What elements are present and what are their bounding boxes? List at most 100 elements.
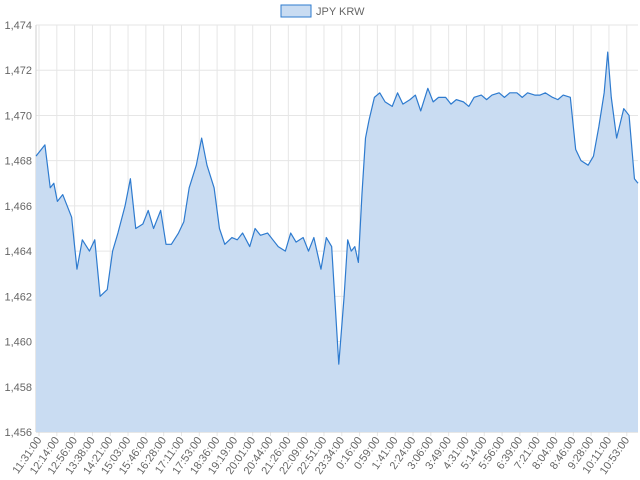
data-point — [534, 94, 536, 96]
data-point — [397, 92, 399, 94]
data-point — [206, 164, 208, 166]
data-point — [603, 92, 605, 94]
data-point — [272, 239, 274, 241]
data-point — [313, 237, 315, 239]
data-point — [503, 96, 505, 98]
data-point — [338, 363, 340, 365]
data-point — [254, 228, 256, 230]
y-tick-label: 1,458 — [4, 382, 32, 394]
data-point — [308, 250, 310, 252]
data-point — [242, 232, 244, 234]
data-point — [354, 246, 356, 248]
data-point — [249, 246, 251, 248]
data-point — [521, 96, 523, 98]
data-point — [414, 94, 416, 96]
data-point — [592, 155, 594, 157]
data-point — [347, 239, 349, 241]
data-point — [350, 250, 352, 252]
data-point — [183, 221, 185, 223]
data-point — [623, 108, 625, 110]
data-point — [480, 94, 482, 96]
data-point — [129, 178, 131, 180]
data-point — [450, 103, 452, 105]
y-tick-label: 1,474 — [4, 20, 32, 32]
data-point — [420, 110, 422, 112]
data-point — [575, 148, 577, 150]
data-point — [438, 96, 440, 98]
data-point — [580, 160, 582, 162]
data-point — [188, 187, 190, 189]
data-point — [56, 200, 58, 202]
data-point — [81, 239, 83, 241]
legend[interactable]: JPY KRW — [280, 4, 365, 18]
data-point — [498, 92, 500, 94]
data-point — [290, 232, 292, 234]
data-point — [267, 232, 269, 234]
data-point — [379, 92, 381, 94]
data-point — [62, 194, 64, 196]
data-point — [112, 250, 114, 252]
data-point — [552, 96, 554, 98]
y-tick-label: 1,472 — [4, 65, 32, 77]
data-point — [88, 250, 90, 252]
data-point — [343, 295, 345, 297]
data-point — [633, 178, 635, 180]
data-point — [598, 126, 600, 128]
data-point — [557, 99, 559, 101]
data-point — [124, 205, 126, 207]
data-point — [331, 246, 333, 248]
data-point — [53, 182, 55, 184]
legend-swatch[interactable] — [280, 4, 312, 18]
data-point — [432, 101, 434, 103]
y-tick-label: 1,456 — [4, 427, 32, 439]
data-point — [201, 137, 203, 139]
data-point — [462, 101, 464, 103]
data-point — [160, 209, 162, 211]
data-point — [94, 239, 96, 241]
data-point — [473, 96, 475, 98]
data-point — [295, 241, 297, 243]
data-point — [357, 261, 359, 263]
data-point — [277, 246, 279, 248]
data-point — [325, 237, 327, 239]
data-point — [468, 105, 470, 107]
data-point — [539, 94, 541, 96]
data-point — [391, 105, 393, 107]
data-point — [135, 228, 137, 230]
data-point — [142, 223, 144, 225]
data-point — [610, 96, 612, 98]
data-point — [455, 99, 457, 101]
data-point — [35, 155, 37, 157]
data-point — [368, 119, 370, 121]
data-point — [628, 114, 630, 116]
data-point — [445, 96, 447, 98]
data-point — [544, 92, 546, 94]
data-point — [607, 51, 609, 53]
data-point — [516, 92, 518, 94]
y-tick-label: 1,462 — [4, 291, 32, 303]
data-point — [236, 239, 238, 241]
data-point — [71, 216, 73, 218]
data-point — [99, 295, 101, 297]
series-line — [35, 51, 639, 365]
data-point — [170, 243, 172, 245]
data-point — [409, 99, 411, 101]
y-tick-label: 1,468 — [4, 156, 32, 168]
data-point — [213, 187, 215, 189]
y-tick-label: 1,470 — [4, 110, 32, 122]
data-point — [616, 137, 618, 139]
data-point — [320, 268, 322, 270]
data-point — [147, 209, 149, 211]
legend-label[interactable]: JPY KRW — [316, 6, 365, 18]
data-point — [44, 144, 46, 146]
data-point — [509, 92, 511, 94]
data-point — [49, 187, 51, 189]
data-point — [259, 234, 261, 236]
data-point — [637, 182, 639, 184]
data-point — [527, 92, 529, 94]
data-point — [402, 103, 404, 105]
data-point — [224, 243, 226, 245]
data-point — [562, 94, 564, 96]
